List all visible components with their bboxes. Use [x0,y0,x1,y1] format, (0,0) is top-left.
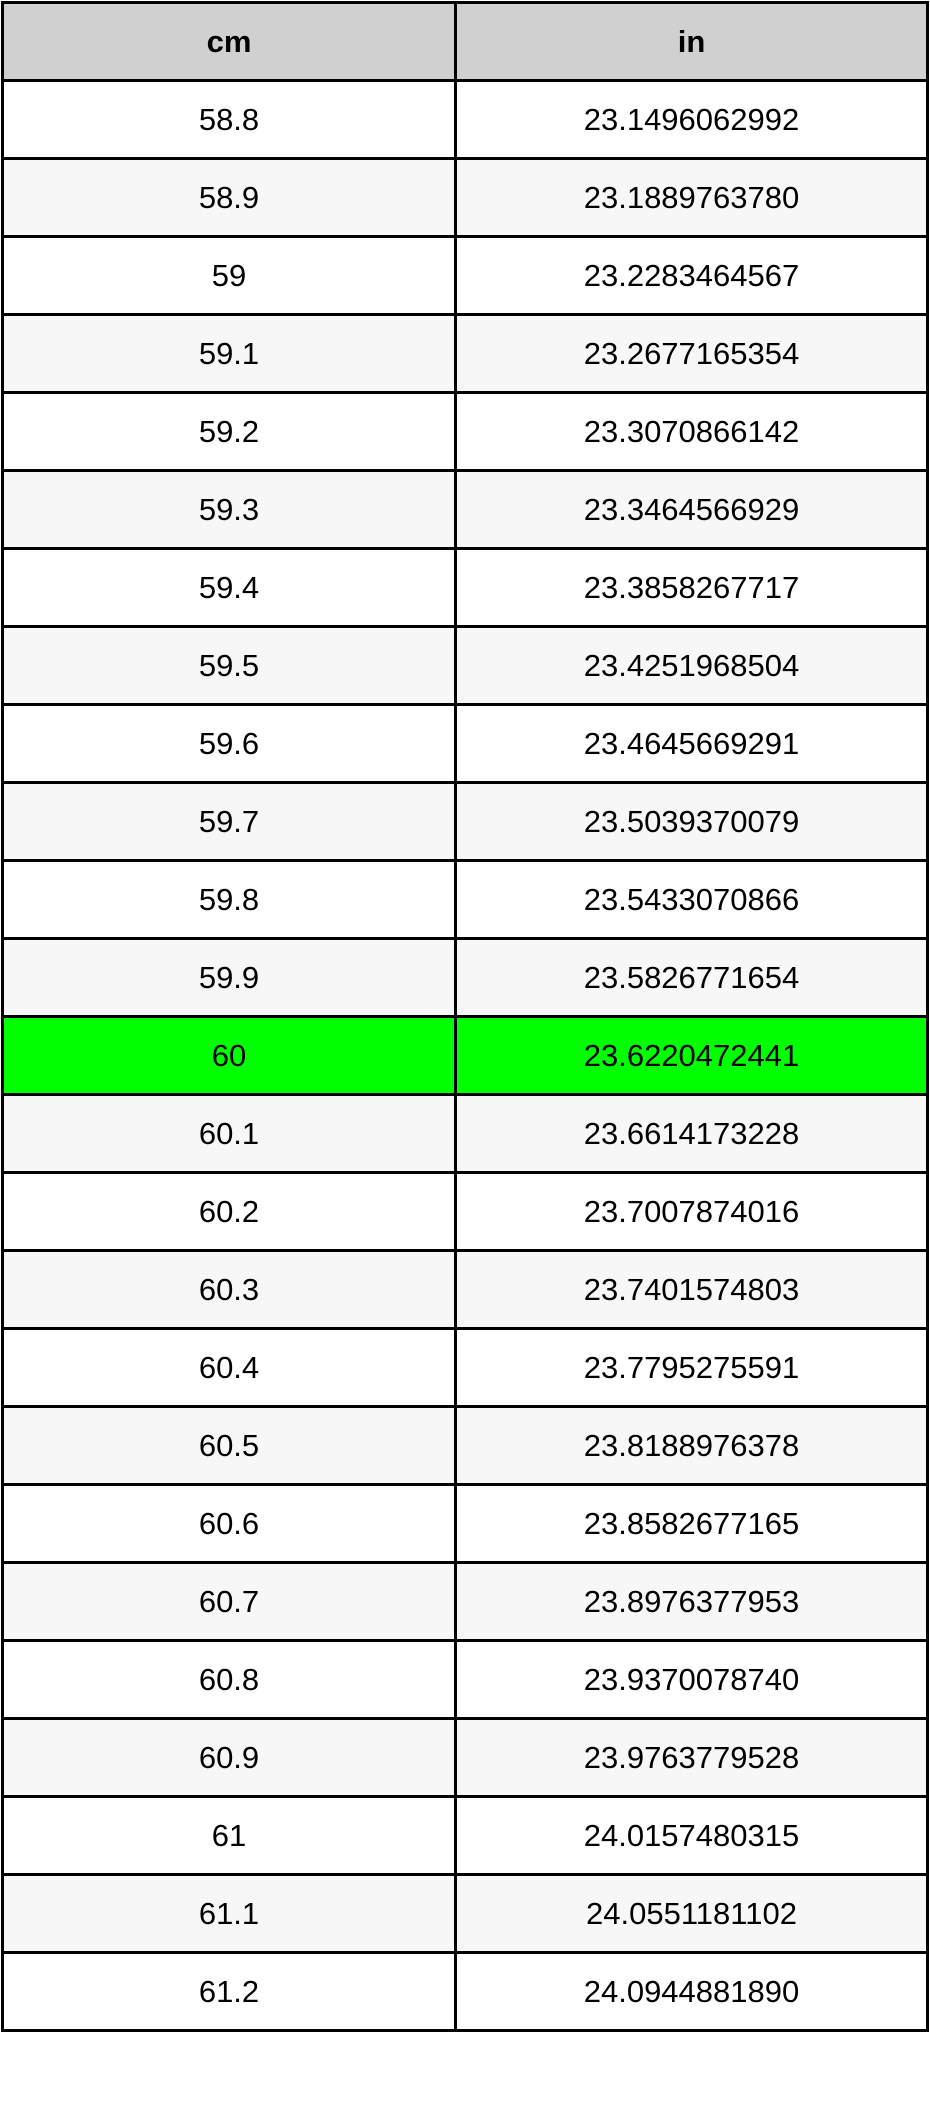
table-row: 59.7 23.5039370079 [1,781,929,862]
conversion-table: cm in 58.8 23.1496062992 58.9 23.1889763780… [1,1,929,2032]
cell-cm: 60.4 [1,1327,457,1408]
cell-in: 23.9370078740 [454,1639,929,1720]
cell-in: 23.2677165354 [454,313,929,394]
table-row: 60.4 23.7795275591 [1,1327,929,1408]
table-row: 60.2 23.7007874016 [1,1171,929,1252]
cell-cm: 58.8 [1,79,457,160]
highlighted-row: 60 23.6220472441 [1,1015,929,1096]
cell-cm: 59.3 [1,469,457,550]
table-row: 59.3 23.3464566929 [1,469,929,550]
cell-cm: 61.2 [1,1951,457,2032]
cell-cm: 59.7 [1,781,457,862]
cell-cm: 60.2 [1,1171,457,1252]
cell-cm: 60.6 [1,1483,457,1564]
table-row: 60.9 23.9763779528 [1,1717,929,1798]
cell-in: 23.5433070866 [454,859,929,940]
cell-in: 23.8188976378 [454,1405,929,1486]
cell-in: 23.6220472441 [454,1015,929,1096]
cell-in: 23.4645669291 [454,703,929,784]
cell-cm: 59.6 [1,703,457,784]
table-row: 60.3 23.7401574803 [1,1249,929,1330]
cell-in: 24.0157480315 [454,1795,929,1876]
table-row: 59.1 23.2677165354 [1,313,929,394]
cell-in: 23.7007874016 [454,1171,929,1252]
cell-cm: 59.9 [1,937,457,1018]
cell-cm: 60.3 [1,1249,457,1330]
table-row: 59 23.2283464567 [1,235,929,316]
table-row: 59.4 23.3858267717 [1,547,929,628]
cell-in: 23.4251968504 [454,625,929,706]
cell-cm: 60.1 [1,1093,457,1174]
cell-cm: 59.4 [1,547,457,628]
cell-in: 24.0551181102 [454,1873,929,1954]
cell-cm: 59.5 [1,625,457,706]
cell-cm: 60.7 [1,1561,457,1642]
cell-in: 24.0944881890 [454,1951,929,2032]
table-row: 60.5 23.8188976378 [1,1405,929,1486]
cell-cm: 59.2 [1,391,457,472]
cell-in: 23.8976377953 [454,1561,929,1642]
table-row: 61.2 24.0944881890 [1,1951,929,2032]
cell-in: 23.5826771654 [454,937,929,1018]
cell-cm: 59 [1,235,457,316]
table-row: 60.6 23.8582677165 [1,1483,929,1564]
table-row: 58.9 23.1889763780 [1,157,929,238]
table-row: 59.6 23.4645669291 [1,703,929,784]
cell-in: 23.3070866142 [454,391,929,472]
cell-in: 23.5039370079 [454,781,929,862]
cell-in: 23.3858267717 [454,547,929,628]
table-row: 58.8 23.1496062992 [1,79,929,160]
cell-cm: 59.1 [1,313,457,394]
cell-cm: 58.9 [1,157,457,238]
table-row: 60.7 23.8976377953 [1,1561,929,1642]
table-row: 59.9 23.5826771654 [1,937,929,1018]
header-cm: cm [1,1,457,82]
cell-cm: 60.8 [1,1639,457,1720]
cell-cm: 60.5 [1,1405,457,1486]
cell-in: 23.6614173228 [454,1093,929,1174]
cell-cm: 59.8 [1,859,457,940]
cell-in: 23.7795275591 [454,1327,929,1408]
cell-in: 23.8582677165 [454,1483,929,1564]
table-row: 59.8 23.5433070866 [1,859,929,940]
table-row: 61.1 24.0551181102 [1,1873,929,1954]
cell-cm: 60.9 [1,1717,457,1798]
header-row: cm in [1,1,929,82]
cell-cm: 60 [1,1015,457,1096]
cell-in: 23.2283464567 [454,235,929,316]
table-row: 60.1 23.6614173228 [1,1093,929,1174]
table-row: 60.8 23.9370078740 [1,1639,929,1720]
table-row: 59.2 23.3070866142 [1,391,929,472]
cell-in: 23.1496062992 [454,79,929,160]
cell-in: 23.1889763780 [454,157,929,238]
table-row: 61 24.0157480315 [1,1795,929,1876]
cell-cm: 61.1 [1,1873,457,1954]
table-row: 59.5 23.4251968504 [1,625,929,706]
cell-in: 23.3464566929 [454,469,929,550]
cell-cm: 61 [1,1795,457,1876]
header-in: in [454,1,929,82]
cell-in: 23.7401574803 [454,1249,929,1330]
cell-in: 23.9763779528 [454,1717,929,1798]
